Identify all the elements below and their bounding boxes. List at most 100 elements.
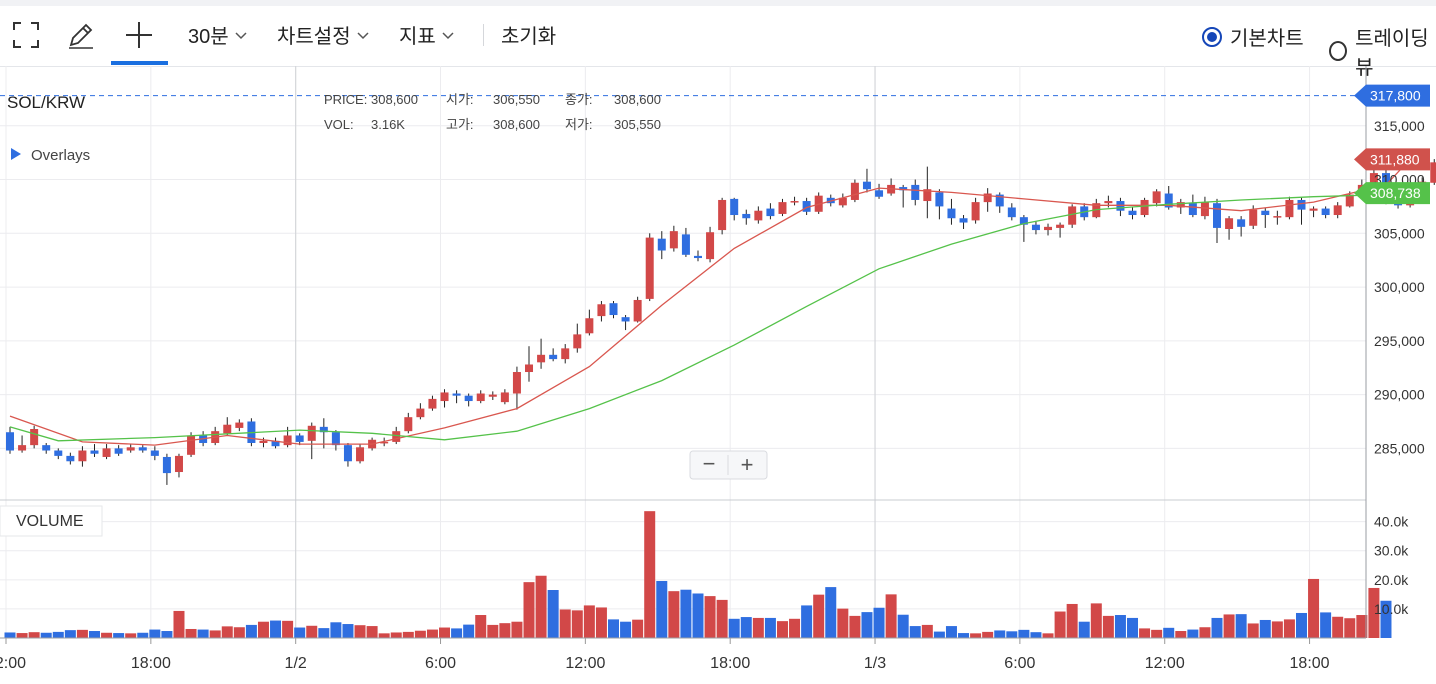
candle-body [271,440,280,447]
volume-bar [511,621,523,638]
top-divider [0,0,1436,6]
volume-bar [1175,631,1187,638]
candle-body [947,208,956,219]
candle-body [693,255,702,259]
volume-bar [1332,616,1344,638]
chart-type-tradingview[interactable]: 트레이딩뷰 [1329,22,1436,80]
toolbar-separator [483,24,484,46]
candle-body [778,202,787,214]
price-tag-bg [1354,84,1430,107]
candle-body [995,194,1004,207]
volume-bar [668,591,680,638]
price-tag-text: 308,738 [1370,185,1421,201]
volume-bar [88,631,100,638]
volume-bar [595,607,607,638]
candle-body [1019,217,1028,225]
price-tag-text: 311,880 [1370,151,1420,167]
volume-bar [209,630,221,638]
candlesticks [6,159,1436,485]
price-tag-bg [1354,148,1430,171]
ma-long-price-tag: 308,738 [1354,182,1430,205]
candle-body [78,450,87,462]
chevron-down-icon [357,31,369,39]
volume-bar [1054,611,1066,638]
overlays-triangle-icon[interactable] [11,148,21,160]
zoom-in-button[interactable]: + [741,452,754,477]
volume-bar [451,628,463,638]
candle-body [862,181,871,190]
chart-axes: 285,000290,000295,000300,000305,000310,0… [0,66,1430,672]
time-tick-label: 18:00 [710,655,750,672]
candle-body [669,231,678,249]
candle-body [681,234,690,255]
candle-body [911,184,920,200]
price-tick-label: 285,000 [1374,440,1425,456]
candle-body [706,232,715,260]
candle-body [1430,162,1436,183]
volume-bar [644,511,656,638]
overlays-toggle[interactable]: Overlays [31,147,90,164]
candle-body [18,445,27,451]
crosshair-icon[interactable] [124,20,154,50]
volume-bar [789,618,801,638]
volume-bar [101,632,113,638]
candle-body [512,372,521,394]
candle-body [1128,210,1137,216]
volume-bar [1308,578,1320,638]
volume-bar [1139,628,1151,638]
volume-bar [535,575,547,638]
volume-bar [390,632,402,638]
volume-bar [1006,631,1018,638]
candle-body [573,334,582,349]
current-price-tag: 317,800 [1354,84,1430,107]
volume-bar [173,610,185,638]
fullscreen-icon[interactable] [11,20,41,50]
candle-body [187,435,196,455]
candle-body [838,197,847,206]
active-tool-indicator [111,61,168,65]
volume-bar [4,632,16,638]
volume-bar [499,623,511,638]
interval-dropdown[interactable]: 30분 [188,20,247,49]
chart-type-basic[interactable]: 기본차트 [1202,22,1304,51]
volume-bar [426,629,438,638]
volume-bar [439,627,451,638]
price-tick-label: 305,000 [1374,225,1425,241]
volume-bar [523,582,535,638]
volume-bar [861,612,873,638]
volume-bar [1223,614,1235,638]
volume-bar [294,627,306,638]
chart-type-tradingview-label: 트레이딩뷰 [1355,28,1429,79]
time-tick-label: 1/3 [864,655,886,672]
candle-body [983,193,992,203]
time-tick-label: 12:00 [1145,655,1185,672]
candle-body [633,299,642,322]
radio-unselected-icon [1329,41,1348,61]
zoom-out-button[interactable]: − [703,451,716,476]
price-tick-label: 295,000 [1374,333,1425,349]
candle-body [90,450,99,454]
volume-bar [571,610,583,638]
candle-body [959,218,968,223]
chart-settings-dropdown[interactable]: 차트설정 [277,20,369,49]
candle-body [525,364,534,373]
candle-body [935,192,944,207]
volume-bar [306,625,318,638]
volume-tick-label: 30.0k [1374,543,1409,559]
candle-body [899,187,908,191]
volume-bar [1187,629,1199,638]
volume-bar [656,580,668,638]
reset-button[interactable]: 초기화 [501,20,556,49]
price-chart[interactable]: 285,000290,000295,000300,000305,000310,0… [0,66,1436,684]
candle-body [1225,218,1234,229]
draw-pencil-icon[interactable] [66,20,96,50]
volume-bar [982,631,994,638]
candle-body [549,354,558,360]
indicator-dropdown[interactable]: 지표 [399,20,454,49]
candle-body [356,447,365,462]
candle-body [223,424,232,434]
volume-bar [330,622,342,638]
candle-body [850,182,859,200]
volume-bar [1211,617,1223,638]
candle-body [1261,210,1270,216]
